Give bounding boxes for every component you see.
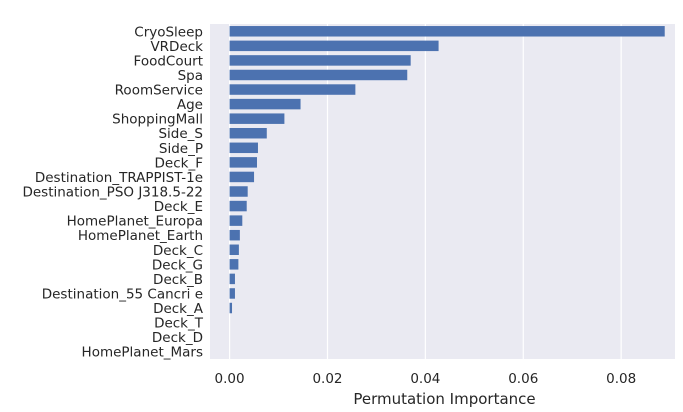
y-tick-label: Deck_C — [153, 243, 203, 259]
bar-roomservice — [229, 84, 356, 95]
bar-deck-f — [229, 157, 257, 168]
y-tick-label: Destination_TRAPPIST-1e — [35, 170, 203, 186]
y-tick-label: Deck_B — [153, 272, 203, 288]
x-tick-label: 0.00 — [215, 371, 245, 387]
y-tick-label: Deck_G — [152, 257, 203, 273]
bar-homeplanet-earth — [229, 229, 240, 241]
bar-destination-pso-j318-5-22 — [229, 186, 248, 197]
bar-cryosleep — [229, 26, 665, 37]
bar-side-p — [229, 142, 258, 154]
bars — [229, 26, 665, 314]
bar-homeplanet-europa — [229, 215, 243, 226]
x-axis-title: Permutation Importance — [353, 390, 535, 408]
bar-age — [229, 98, 301, 110]
y-tick-label: ShoppingMall — [112, 112, 203, 128]
y-tick-label: Deck_D — [152, 330, 203, 346]
y-tick-label: HomePlanet_Earth — [78, 228, 203, 244]
x-tick-label: 0.04 — [410, 371, 440, 387]
bar-deck-g — [229, 259, 239, 270]
y-tick-label: Deck_A — [153, 301, 204, 317]
y-tick-label: Age — [177, 97, 203, 113]
y-tick-label: RoomService — [115, 83, 203, 99]
x-tick-label: 0.02 — [312, 371, 342, 387]
bar-vrdeck — [229, 40, 439, 52]
bar-destination-trappist-1e — [229, 171, 255, 183]
x-tick-label: 0.08 — [606, 371, 636, 387]
y-tick-label: Destination_PSO J318.5-22 — [22, 185, 203, 201]
y-tick-label: HomePlanet_Mars — [82, 345, 203, 361]
x-tick-label: 0.06 — [508, 371, 538, 387]
bar-deck-c — [229, 244, 239, 256]
y-tick-label: Side_S — [158, 126, 203, 142]
bar-spa — [229, 69, 408, 81]
bar-side-s — [229, 127, 267, 139]
bar-deck-a — [229, 302, 233, 314]
y-tick-label: HomePlanet_Europa — [67, 214, 203, 230]
y-tick-label: FoodCourt — [134, 53, 203, 69]
y-tick-label: Destination_55 Cancri e — [42, 286, 203, 302]
y-tick-label: VRDeck — [150, 39, 203, 55]
x-tick-labels: 0.00 0.02 0.04 0.06 0.08 — [215, 371, 637, 387]
bar-shoppingmall — [229, 113, 285, 124]
bar-deck-b — [229, 273, 235, 285]
y-tick-label: Side_P — [159, 141, 203, 157]
y-tick-label: Deck_E — [154, 199, 203, 215]
y-tick-label: Deck_F — [155, 155, 203, 171]
y-tick-label: Deck_T — [154, 316, 204, 332]
bar-destination-55-cancri-e — [229, 288, 235, 299]
y-tick-labels: CryoSleepVRDeckFoodCourtSpaRoomServiceAg… — [22, 24, 203, 360]
bar-deck-e — [229, 200, 247, 212]
y-tick-label: CryoSleep — [134, 24, 203, 40]
bar-foodcourt — [229, 55, 411, 66]
y-tick-label: Spa — [178, 68, 203, 84]
